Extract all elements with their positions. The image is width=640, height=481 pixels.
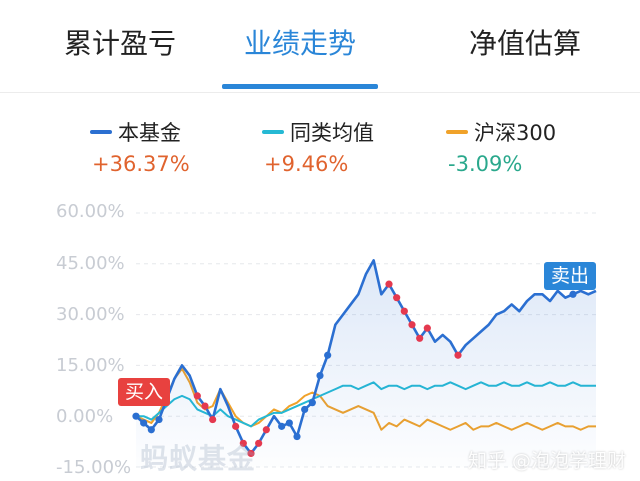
buy-marker: [316, 371, 324, 380]
sell-marker: [193, 392, 201, 400]
buy-marker: [308, 399, 316, 407]
buy-marker: [155, 415, 163, 424]
chart-canvas: [132, 212, 597, 468]
legend-label: 同类均值: [290, 121, 374, 145]
legend-swatch: [90, 130, 112, 134]
sell-marker: [239, 439, 247, 447]
buy-marker: [293, 432, 301, 441]
y-tick-label: 60.00%: [56, 201, 125, 222]
sell-marker: [232, 422, 240, 430]
sell-marker: [416, 334, 424, 342]
sell-marker: [393, 294, 401, 302]
sell-badge: 卖出: [544, 262, 597, 290]
y-tick-label: -15.00%: [56, 457, 132, 478]
watermark-logo: 蚂蚁基金: [140, 442, 257, 475]
y-tick-label: 0.00%: [56, 406, 114, 427]
legend-swatch: [262, 130, 284, 134]
legend-item-peer-average: 同类均值 +9.46%: [262, 115, 374, 185]
buy-marker: [278, 422, 286, 430]
sell-marker: [247, 449, 255, 458]
author-credit: 知乎 @泡泡学理财: [467, 450, 626, 472]
buy-marker: [301, 405, 309, 414]
tab-bar: 累计盈亏 业绩走势 净值估算: [0, 0, 640, 93]
tab-cumulative-pnl[interactable]: 累计盈亏: [63, 27, 176, 60]
legend-item-csi300: 沪深300 -3.09%: [446, 115, 556, 185]
y-tick-label: 45.00%: [56, 253, 125, 274]
buy-marker: [132, 412, 140, 420]
tab-nav-estimate[interactable]: 净值估算: [468, 27, 581, 60]
legend-label: 沪深300: [474, 121, 557, 145]
sell-marker: [408, 321, 416, 329]
fund-area: [136, 260, 596, 467]
sell-marker: [209, 415, 217, 424]
y-tick-label: 15.00%: [56, 355, 125, 376]
buy-marker: [324, 351, 332, 359]
legend-label: 本基金: [118, 121, 181, 145]
tab-performance-trend[interactable]: 业绩走势: [243, 27, 356, 60]
legend-item-fund: 本基金 +36.37%: [90, 115, 190, 185]
sell-marker: [262, 426, 270, 434]
performance-chart[interactable]: 60.00% 45.00% 30.00% 15.00% 0.00% -15.00…: [0, 195, 640, 481]
buy-marker: [569, 290, 577, 298]
legend-value: -3.09%: [448, 152, 523, 176]
buy-badge: 买入: [118, 378, 171, 406]
sell-marker: [255, 439, 263, 447]
y-tick-label: 30.00%: [56, 304, 125, 325]
sell-marker: [400, 307, 408, 315]
legend-swatch: [446, 130, 468, 134]
buy-marker: [140, 419, 148, 427]
sell-marker: [201, 402, 209, 410]
sell-marker: [454, 351, 462, 359]
sell-marker: [423, 324, 431, 332]
buy-marker: [147, 426, 155, 434]
sell-marker: [385, 280, 393, 288]
buy-marker: [285, 419, 293, 427]
active-tab-indicator: [222, 84, 378, 89]
legend-value: +36.37%: [92, 152, 190, 176]
legend-value: +9.46%: [264, 152, 349, 176]
